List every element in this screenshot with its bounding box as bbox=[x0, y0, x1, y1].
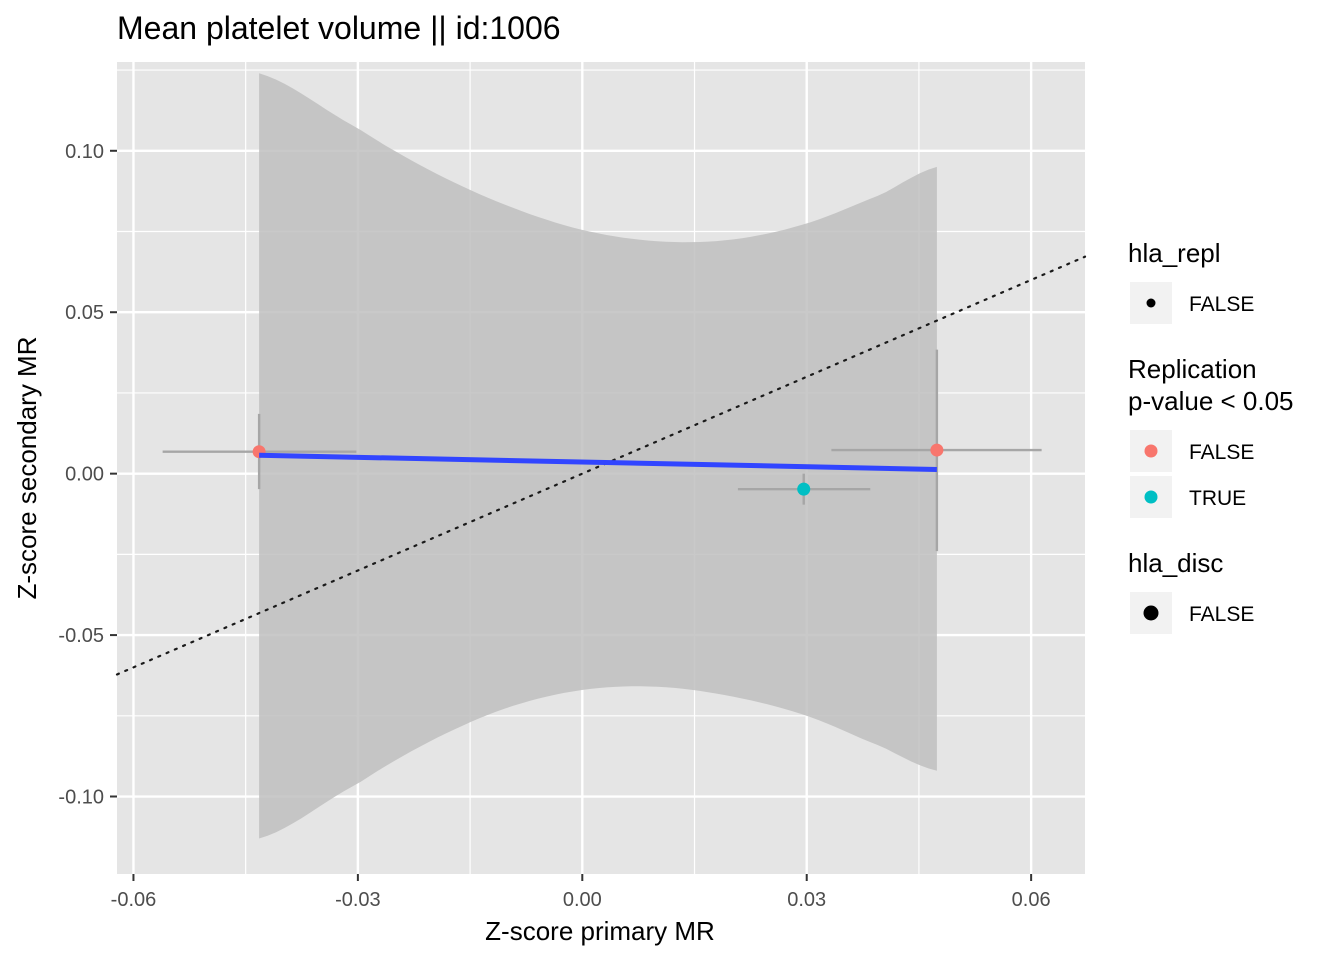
x-tick-label: -0.06 bbox=[111, 889, 157, 911]
legend-title: hla_repl bbox=[1128, 238, 1221, 268]
legend-marker bbox=[1144, 444, 1158, 458]
y-tick-label: -0.05 bbox=[58, 625, 104, 647]
regression-line bbox=[259, 452, 937, 472]
x-tick-label: 0.06 bbox=[1012, 889, 1051, 911]
x-tick-label: 0.03 bbox=[787, 889, 826, 911]
legend-marker bbox=[1146, 298, 1156, 308]
confidence-band-layer bbox=[259, 73, 937, 839]
x-tick-label: -0.03 bbox=[335, 889, 381, 911]
y-tick-label: 0.00 bbox=[65, 464, 104, 486]
data-point bbox=[797, 482, 811, 496]
legend-title: p-value < 0.05 bbox=[1128, 386, 1294, 416]
legend-marker bbox=[1144, 490, 1158, 504]
data-point bbox=[930, 443, 944, 457]
regression-line-layer bbox=[259, 452, 937, 472]
y-tick-label: 0.10 bbox=[65, 141, 104, 163]
legend-label: FALSE bbox=[1189, 603, 1254, 626]
chart-title: Mean platelet volume || id:1006 bbox=[117, 10, 561, 46]
y-axis-label: Z-score secondary MR bbox=[12, 337, 42, 600]
y-tick-label: 0.05 bbox=[65, 302, 104, 324]
legend-label: FALSE bbox=[1189, 441, 1254, 464]
x-axis: -0.06 -0.03 0.00 0.03 0.06 bbox=[111, 874, 1051, 911]
y-tick-label: -0.10 bbox=[58, 787, 104, 809]
legend-marker bbox=[1143, 605, 1159, 621]
y-axis: -0.10 -0.05 0.00 0.05 0.10 bbox=[58, 141, 117, 809]
x-tick-label: 0.00 bbox=[563, 889, 602, 911]
confidence-band bbox=[259, 73, 937, 839]
legend-label: FALSE bbox=[1189, 293, 1254, 316]
legend-title: hla_disc bbox=[1128, 548, 1223, 578]
legend-title: Replication bbox=[1128, 354, 1257, 384]
legend-label: TRUE bbox=[1189, 487, 1246, 510]
x-axis-label: Z-score primary MR bbox=[485, 916, 715, 946]
